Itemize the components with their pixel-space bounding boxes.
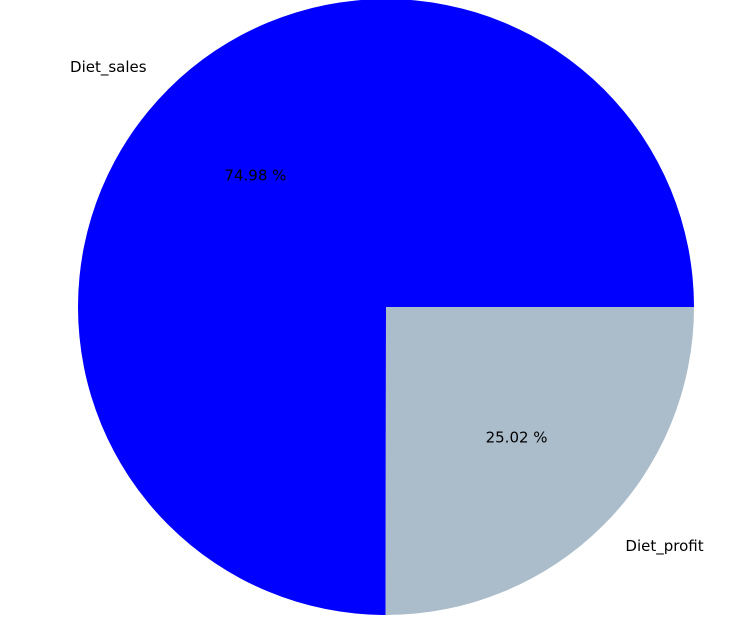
- slice-percent-label: 74.98 %: [224, 167, 286, 185]
- pie-slice-diet-sales: [78, 0, 694, 615]
- slice-percent-label: 25.02 %: [486, 428, 548, 446]
- pie-slice-diet-profit: [385, 307, 694, 615]
- pie-slices: [78, 0, 694, 615]
- slice-label: Diet_sales: [70, 58, 147, 77]
- pie-labels: Diet_sales 74.98 % Diet_profit 25.02 %: [70, 58, 704, 556]
- slice-label: Diet_profit: [625, 537, 703, 556]
